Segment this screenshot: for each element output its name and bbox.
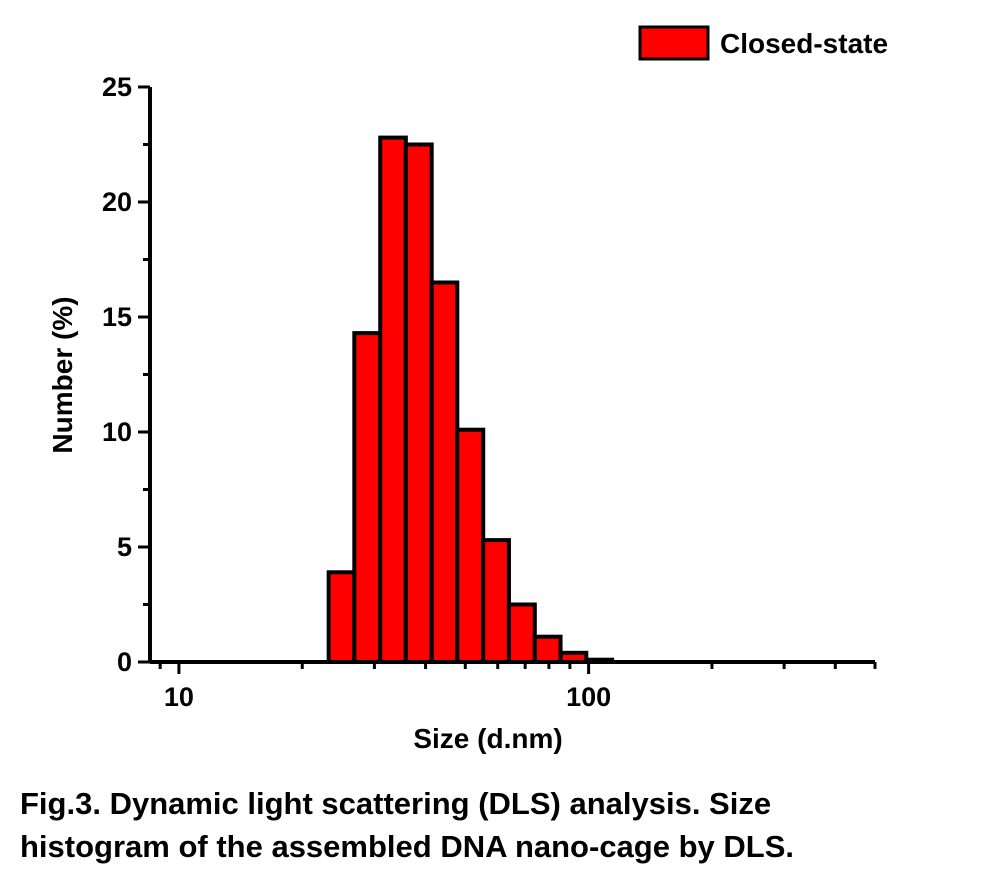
legend-swatch-closed-state <box>638 25 710 61</box>
histogram-bar-7 <box>481 538 511 664</box>
histogram-bar-9 <box>532 634 563 665</box>
y-tick-label: 15 <box>102 302 132 332</box>
legend: Closed-state <box>638 25 888 61</box>
y-axis-title: Number (%) <box>47 296 78 453</box>
x-axis-ticks: 10 100 <box>158 662 877 712</box>
legend-label-closed-state: Closed-state <box>720 28 888 59</box>
caption-line-1: Fig.3. Dynamic light scattering (DLS) an… <box>20 786 772 821</box>
histogram-bars <box>326 135 615 665</box>
histogram-bar-3 <box>378 135 408 665</box>
histogram-bar-8 <box>506 602 537 664</box>
y-tick-label: 10 <box>102 417 132 447</box>
histogram-bar-2 <box>352 331 383 664</box>
figure-caption: Fig.3. Dynamic light scattering (DLS) an… <box>20 782 975 868</box>
y-tick-label: 0 <box>117 647 132 677</box>
x-tick-label: 100 <box>566 682 611 712</box>
y-tick-label: 25 <box>102 72 132 102</box>
x-tick-label: 10 <box>164 682 194 712</box>
histogram-bar-5 <box>429 280 460 664</box>
histogram-bar-1 <box>326 570 357 664</box>
histogram-bar-6 <box>455 427 486 665</box>
caption-line-2: histogram of the assembled DNA nano-cage… <box>20 829 794 864</box>
x-axis-title: Size (d.nm) <box>413 723 562 754</box>
y-tick-label: 20 <box>102 187 132 217</box>
y-axis-ticks: 0 5 10 15 20 25 <box>102 72 150 677</box>
y-tick-label: 5 <box>117 532 132 562</box>
histogram-bar-4 <box>403 142 434 664</box>
